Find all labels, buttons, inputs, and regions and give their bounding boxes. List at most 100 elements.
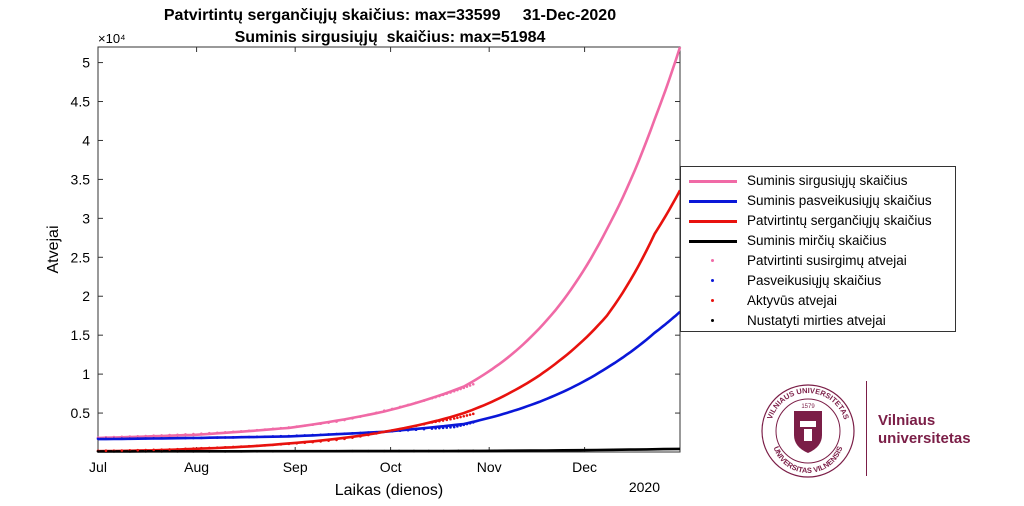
series-point-6	[239, 445, 243, 448]
series-point-7	[192, 450, 195, 453]
series-point-7	[255, 449, 259, 453]
series-point-7	[239, 450, 243, 453]
series-point-4	[239, 430, 243, 433]
series-point-5	[160, 436, 163, 440]
series-point-4	[449, 391, 452, 394]
legend-swatch	[689, 220, 737, 223]
series-point-5	[359, 431, 362, 435]
series-point-6	[445, 418, 449, 422]
series-point-4	[459, 387, 462, 391]
series-point-5	[144, 437, 148, 440]
series-point-5	[152, 437, 155, 440]
series-point-5	[445, 426, 449, 429]
legend-swatch	[711, 259, 714, 262]
y-tick-label: 2	[82, 288, 90, 304]
legend-swatch	[711, 299, 714, 302]
series-point-7	[351, 449, 354, 453]
series-point-4	[468, 384, 472, 387]
series-line-0	[97, 46, 682, 440]
series-point-6	[468, 413, 472, 416]
chart-legend: Suminis sirgusiųjų skaičius Suminis pasve…	[680, 166, 956, 332]
series-point-6	[200, 446, 203, 450]
series-point-6	[449, 417, 452, 421]
series-point-4	[430, 396, 434, 400]
series-point-6	[263, 444, 267, 447]
series-point-4	[223, 431, 227, 434]
x-tick-label: Aug	[184, 459, 209, 475]
series-point-7	[382, 449, 386, 453]
series-point-5	[223, 436, 227, 439]
series-point-4	[343, 418, 346, 422]
series-point-6	[406, 426, 410, 429]
y-tick-label: 1	[82, 366, 90, 382]
series-point-7	[128, 450, 132, 453]
series-point-6	[255, 444, 259, 448]
series-point-5	[414, 428, 418, 432]
series-point-5	[247, 435, 251, 439]
legend-item: Aktyvūs atvejai	[681, 291, 955, 311]
series-line-2	[97, 189, 682, 453]
series-point-7	[457, 449, 460, 453]
series-point-5	[255, 435, 259, 439]
legend-label: Aktyvūs atvejai	[747, 293, 838, 308]
series-point-6	[374, 432, 378, 435]
series-point-4	[465, 385, 469, 388]
y-tick-label: 0.5	[71, 405, 91, 421]
series-point-5	[120, 437, 124, 440]
series-point-5	[208, 436, 211, 440]
series-point-7	[144, 450, 148, 453]
series-point-6	[367, 433, 370, 437]
series-point-6	[319, 440, 322, 443]
y-tick-label: 4	[82, 132, 90, 148]
series-point-4	[263, 428, 267, 431]
series-point-6	[414, 424, 418, 428]
series-point-4	[471, 382, 475, 386]
series-point-5	[239, 435, 243, 439]
y-tick-label: 4.5	[71, 94, 91, 110]
legend-item: Suminis sirgusiųjų skaičius	[681, 171, 955, 191]
series-point-4	[176, 433, 179, 437]
series-point-6	[382, 430, 386, 434]
series-point-4	[152, 434, 155, 438]
series-point-5	[200, 436, 203, 440]
series-point-4	[406, 403, 410, 407]
series-point-5	[335, 432, 338, 436]
series-point-7	[160, 450, 163, 453]
series-point-7	[397, 449, 401, 453]
series-point-4	[434, 395, 437, 399]
series-point-4	[359, 415, 362, 418]
series-point-4	[319, 422, 322, 426]
y-tick-label: 2.5	[71, 249, 91, 265]
y-tick-label: 5	[82, 55, 90, 71]
university-name: Vilniaus universitetas	[878, 412, 971, 448]
legend-label: Pasveikusiųjų skaičius	[747, 273, 882, 288]
y-tick-label: 1.5	[71, 327, 91, 343]
series-point-4	[200, 432, 203, 435]
y-tick-label: 3.5	[71, 171, 91, 187]
series-point-7	[303, 449, 307, 453]
series-point-5	[351, 432, 354, 435]
series-point-4	[128, 435, 132, 438]
series-point-4	[295, 425, 299, 428]
series-point-7	[176, 450, 179, 453]
series-point-4	[367, 413, 370, 417]
series-point-5	[327, 433, 330, 436]
series-point-5	[287, 434, 291, 438]
legend-swatch	[689, 180, 737, 183]
x-tick-label: Oct	[380, 459, 402, 475]
series-point-6	[168, 448, 171, 451]
series-point-6	[231, 445, 235, 449]
series-point-5	[438, 426, 441, 430]
series-point-6	[208, 446, 211, 450]
series-point-5	[430, 427, 434, 430]
legend-label: Suminis pasveikusiųjų skaičius	[747, 193, 932, 208]
legend-swatch	[711, 319, 714, 322]
series-point-6	[430, 421, 434, 424]
legend-item: Patvirtintų sergančiųjų skaičius	[681, 211, 955, 231]
series-point-6	[343, 437, 346, 441]
series-point-4	[445, 392, 449, 395]
series-point-6	[247, 444, 251, 448]
series-point-5	[449, 426, 452, 429]
legend-swatch	[689, 240, 737, 243]
legend-item: Patvirtinti susirgimų atvejai	[681, 251, 955, 271]
